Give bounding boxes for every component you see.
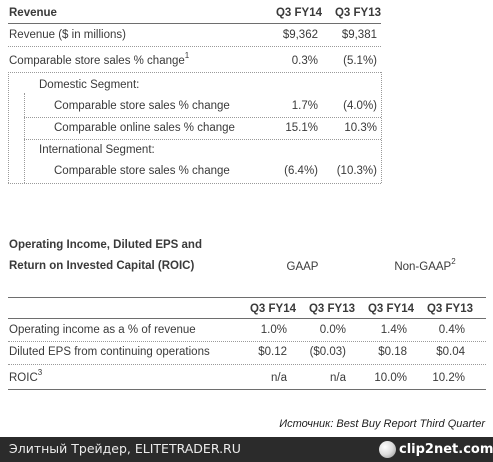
operating-col-nongaap-q3fy13: Q3 FY13 [426,303,473,315]
row-value: 1.7% [291,100,318,112]
operating-col-gaap-q3fy14: Q3 FY14 [249,303,296,315]
row-label-domestic-store: Comparable store sales % change [54,100,230,112]
footnote-marker: 1 [184,51,190,60]
row-value: n/a [271,372,287,384]
header-rule [8,318,486,319]
row-value: (4.0%) [343,100,377,112]
revenue-title: Revenue [9,7,57,19]
row-value: n/a [330,372,346,384]
row-value: (5.1%) [343,55,377,67]
header-rule [8,23,381,24]
row-value: 0.0% [319,324,346,336]
row-value: 10.3% [344,122,377,134]
row-divider [8,364,486,365]
footer-site-text: Элитный Трейдер, ELITETRADER.RU [9,441,241,456]
revenue-col-q3fy13: Q3 FY13 [334,7,381,19]
row-divider [8,183,381,184]
row-label-diluted-eps: Diluted EPS from continuing operations [9,346,210,358]
operating-col-nongaap-q3fy14: Q3 FY14 [367,303,414,315]
row-value: 0.3% [291,55,318,67]
row-value: 10.0% [374,372,407,384]
revenue-col-q3fy14: Q3 FY14 [275,7,322,19]
footer-bar: Элитный Трейдер, ELITETRADER.RU clip2net… [0,437,493,462]
row-divider [8,46,381,47]
row-value: 0.4% [438,324,465,336]
row-value: (6.4%) [284,165,318,177]
clip2net-logo[interactable]: clip2net.com [379,440,493,459]
row-label-international-store: Comparable store sales % change [54,165,230,177]
international-segment-heading: International Segment: [39,144,155,156]
row-value: $0.18 [378,346,407,358]
row-label-comparable-store: Comparable store sales % change1 [9,51,190,68]
table-border [24,93,25,183]
bottom-rule [8,389,486,390]
source-note: Источник: Best Buy Report Third Quarter [279,418,485,430]
domestic-segment-heading: Domestic Segment: [39,79,140,91]
row-value: 10.2% [432,372,465,384]
footnote-marker: 3 [37,368,43,377]
row-divider [8,72,381,73]
row-value: 1.0% [260,324,287,336]
row-value: $9,381 [341,29,377,41]
row-label-roic: ROIC3 [9,368,43,385]
header-rule [8,297,486,298]
row-label-revenue: Revenue ($ in millions) [9,29,126,41]
operating-col-gaap-q3fy13: Q3 FY13 [308,303,355,315]
operating-title-line2: Return on Invested Capital (ROIC) [9,260,195,272]
row-divider [24,117,381,118]
row-value: 15.1% [285,122,318,134]
table-border [8,72,9,183]
row-value: $0.12 [258,346,287,358]
row-value: $0.04 [436,346,465,358]
row-value: 1.4% [380,324,407,336]
row-label-domestic-online: Comparable online sales % change [54,122,235,134]
clip2net-logo-text: clip2net.com [399,442,493,457]
operating-title-line1: Operating Income, Diluted EPS and [9,239,202,251]
footnote-marker: 2 [451,257,456,266]
table-border [381,72,382,183]
row-value: ($0.03) [309,346,346,358]
clip2net-ball-icon [379,441,396,458]
gaap-label: GAAP [286,261,319,273]
row-divider [24,139,381,140]
non-gaap-label: Non-GAAP2 [394,257,456,274]
row-divider [8,341,486,342]
row-value: (10.3%) [336,165,377,177]
row-label-operating-income: Operating income as a % of revenue [9,324,196,336]
row-value: $9,362 [282,29,318,41]
